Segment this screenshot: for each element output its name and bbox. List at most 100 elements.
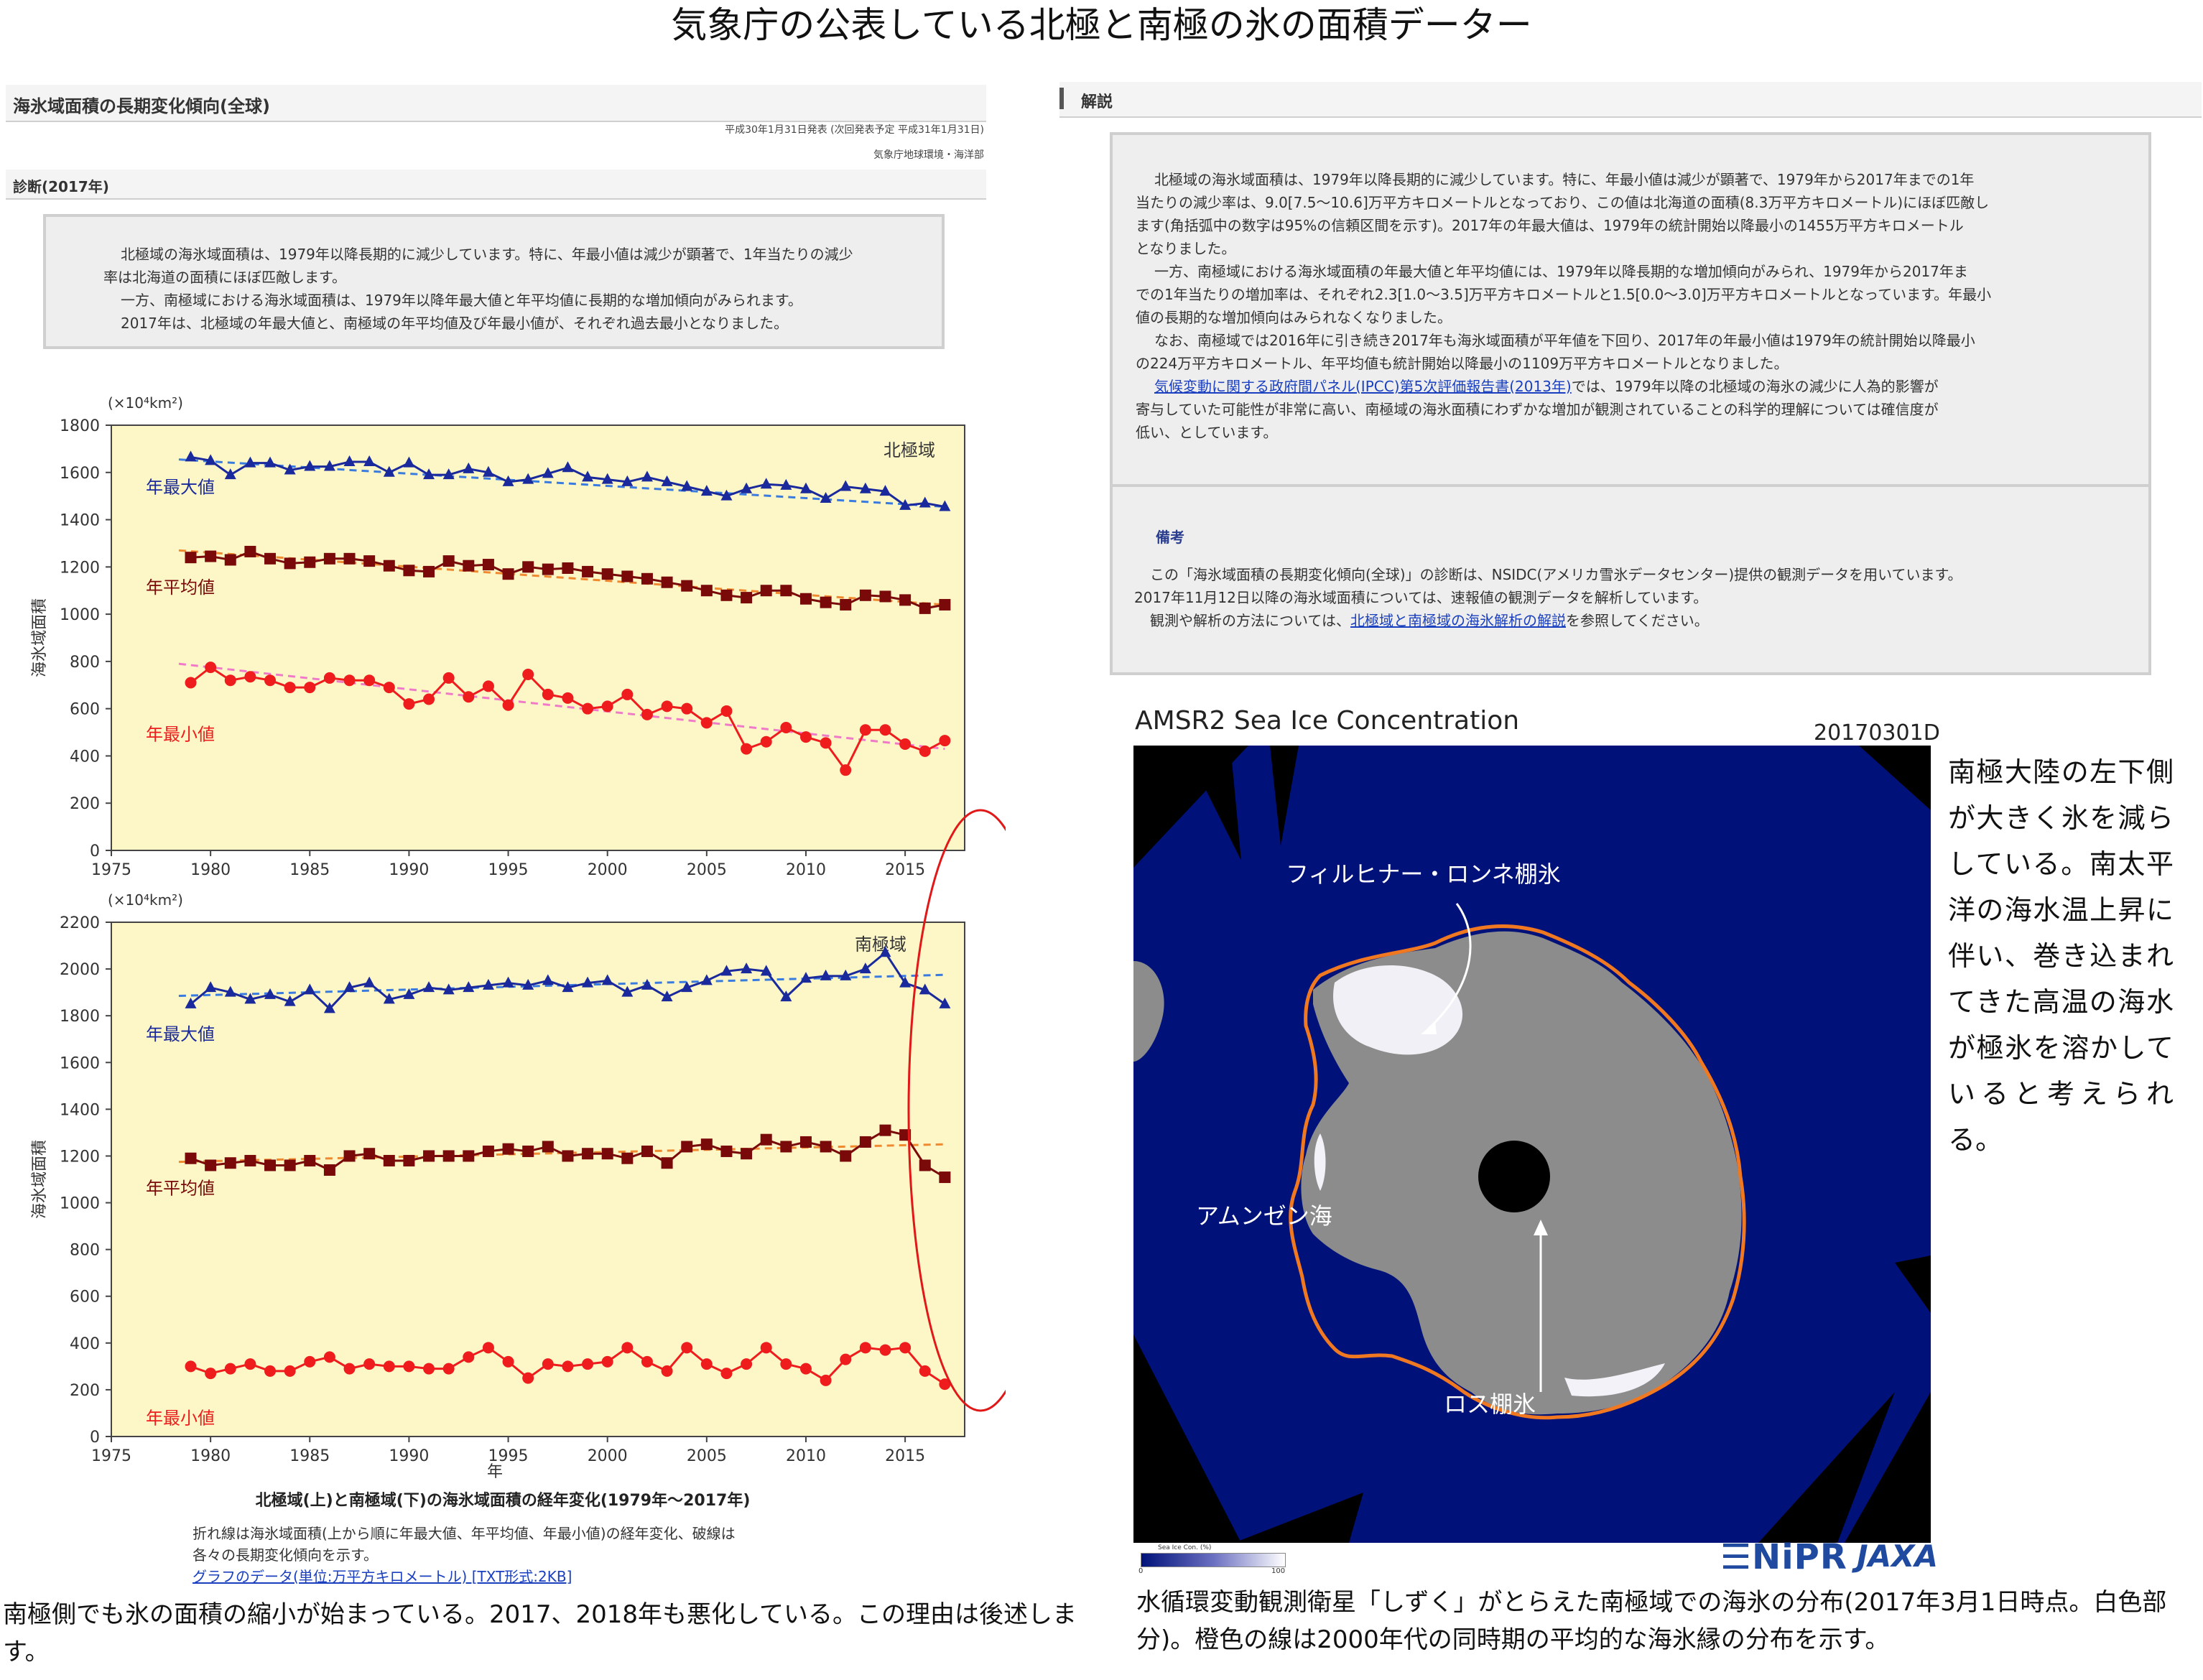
sea-ice-map	[1133, 746, 1931, 1543]
data-point	[383, 465, 395, 477]
data-point	[562, 981, 574, 993]
map-title: AMSR2 Sea Ice Concentration	[1135, 706, 1520, 735]
data-point	[780, 1358, 792, 1370]
colorbar	[1141, 1553, 1286, 1567]
data-point	[383, 1154, 395, 1166]
data-point	[741, 1148, 753, 1160]
data-download-link[interactable]: グラフのデータ(単位:万平方キロメートル) [TXT形式:2KB]	[193, 1568, 572, 1585]
data-point	[562, 1360, 574, 1373]
data-point	[442, 672, 455, 684]
y-axis-label: 海氷域面積	[31, 1140, 49, 1219]
data-point	[244, 671, 256, 683]
data-point	[780, 990, 792, 1002]
data-point	[244, 456, 256, 468]
data-point	[205, 550, 217, 562]
data-point	[423, 1363, 435, 1375]
chart-panel: 0 200 400 600 800 1000 1200 1400 1600 1800 2000 220…	[31, 891, 965, 1481]
data-point	[383, 682, 395, 694]
y-tick-label: 200	[70, 795, 100, 813]
expl-line: 北極域の海氷域面積は、1979年以降長期的に減少しています。特に、年最小値は減少…	[1154, 171, 1975, 188]
data-point	[939, 997, 951, 1008]
data-point	[681, 480, 693, 491]
data-point	[304, 983, 316, 995]
data-point	[463, 691, 475, 703]
data-point	[304, 1154, 316, 1166]
data-point	[780, 585, 792, 597]
ipcc-link[interactable]: 気候変動に関する政府間パネル(IPCC)第5次評価報告書(2013年)	[1154, 378, 1572, 395]
data-point	[601, 1355, 613, 1368]
colorbar-min: 0	[1138, 1567, 1144, 1575]
data-point	[343, 455, 356, 466]
ipcc-rest: では、1979年以降の北極域の海氷の減少に人為的影響が	[1571, 378, 1939, 395]
data-point	[224, 1157, 236, 1169]
data-point	[760, 735, 772, 748]
data-point	[522, 561, 534, 573]
data-point	[899, 498, 912, 510]
data-point	[185, 450, 197, 462]
data-point	[383, 993, 395, 1004]
data-point	[601, 700, 613, 713]
data-point	[185, 1360, 197, 1373]
y-tick-label: 0	[90, 1429, 100, 1447]
x-tick-label: 1975	[91, 1447, 131, 1465]
label-amundsen: アムンゼン海	[1196, 1202, 1332, 1230]
data-point	[720, 965, 733, 976]
y-tick-label: 1800	[60, 1008, 100, 1026]
data-point	[919, 745, 931, 757]
data-point	[244, 1154, 256, 1166]
data-point	[423, 1150, 435, 1162]
remarks-header: 備考	[1156, 529, 1184, 546]
data-point	[840, 1150, 852, 1162]
region-label: 南極域	[855, 934, 906, 955]
series-label: 年最小値	[146, 724, 215, 744]
data-point	[760, 1342, 772, 1354]
data-point	[423, 981, 435, 993]
data-point	[939, 735, 951, 747]
diag-line: 率は北海道の面積にほぼ匹敵します。	[103, 269, 346, 286]
data-point	[244, 545, 256, 557]
data-point	[601, 473, 613, 484]
data-point	[502, 1143, 514, 1155]
data-point	[522, 668, 534, 680]
expl-line: での1年当たりの増加率は、それぞれ2.3[1.0～3.5]万平方キロメートルと1…	[1136, 286, 1992, 303]
expl-line: なお、南極域では2016年に引き続き2017年も海氷域面積が平年値を下回り、20…	[1154, 332, 1975, 349]
y-tick-label: 1600	[60, 465, 100, 483]
y-tick-label: 2000	[60, 961, 100, 979]
analysis-link[interactable]: 北極域と南極域の海氷解析の解説	[1350, 612, 1566, 629]
data-point	[840, 598, 852, 611]
data-point	[720, 705, 733, 717]
data-point	[919, 1365, 931, 1377]
data-point	[741, 1358, 753, 1370]
data-point	[522, 978, 534, 990]
data-point	[621, 475, 634, 486]
data-point	[502, 699, 514, 711]
explanation-box: 北極域の海氷域面積は、1979年以降長期的に減少しています。特に、年最小値は減少…	[1110, 132, 2151, 487]
arrow-filchner	[1427, 903, 1472, 1031]
diag-line: 北極域の海氷域面積は、1979年以降長期的に減少しています。特に、年最小値は減少…	[121, 246, 853, 263]
data-point	[700, 717, 713, 729]
data-point	[741, 592, 753, 604]
data-point	[681, 580, 693, 592]
map-date: 20170301D	[1814, 720, 1940, 746]
data-point	[799, 482, 812, 493]
data-point	[542, 1358, 554, 1370]
arrow-head-ross	[1534, 1220, 1548, 1235]
map-caption: 水循環変動観測衛星「しずく」がとらえた南極域での海氷の分布(2017年3月1日時…	[1136, 1588, 2167, 1654]
highlight-ellipse	[907, 809, 1006, 1412]
data-point	[939, 500, 951, 511]
data-point	[442, 555, 455, 567]
data-point	[264, 1365, 277, 1377]
data-point	[264, 456, 277, 468]
data-point	[304, 460, 316, 471]
colorbar-max: 100	[1271, 1567, 1286, 1575]
data-point	[205, 981, 217, 993]
y-tick-label: 1400	[60, 1101, 100, 1119]
data-point	[601, 568, 613, 580]
data-point	[284, 463, 296, 475]
chart-caption: 北極域(上)と南極域(下)の海氷域面積の経年変化(1979年～2017年)	[255, 1492, 751, 1510]
data-point	[304, 682, 316, 694]
data-point	[700, 585, 713, 597]
data-point	[939, 1171, 951, 1184]
remarks-line: この「海氷域面積の長期変化傾向(全球)」の診断は、NSIDC(アメリカ雪氷データ…	[1150, 566, 1962, 583]
sea-ice-charts: 0 200 400 600 800 1000 1200 1400 1600 1800 1975 198…	[31, 394, 1006, 1481]
